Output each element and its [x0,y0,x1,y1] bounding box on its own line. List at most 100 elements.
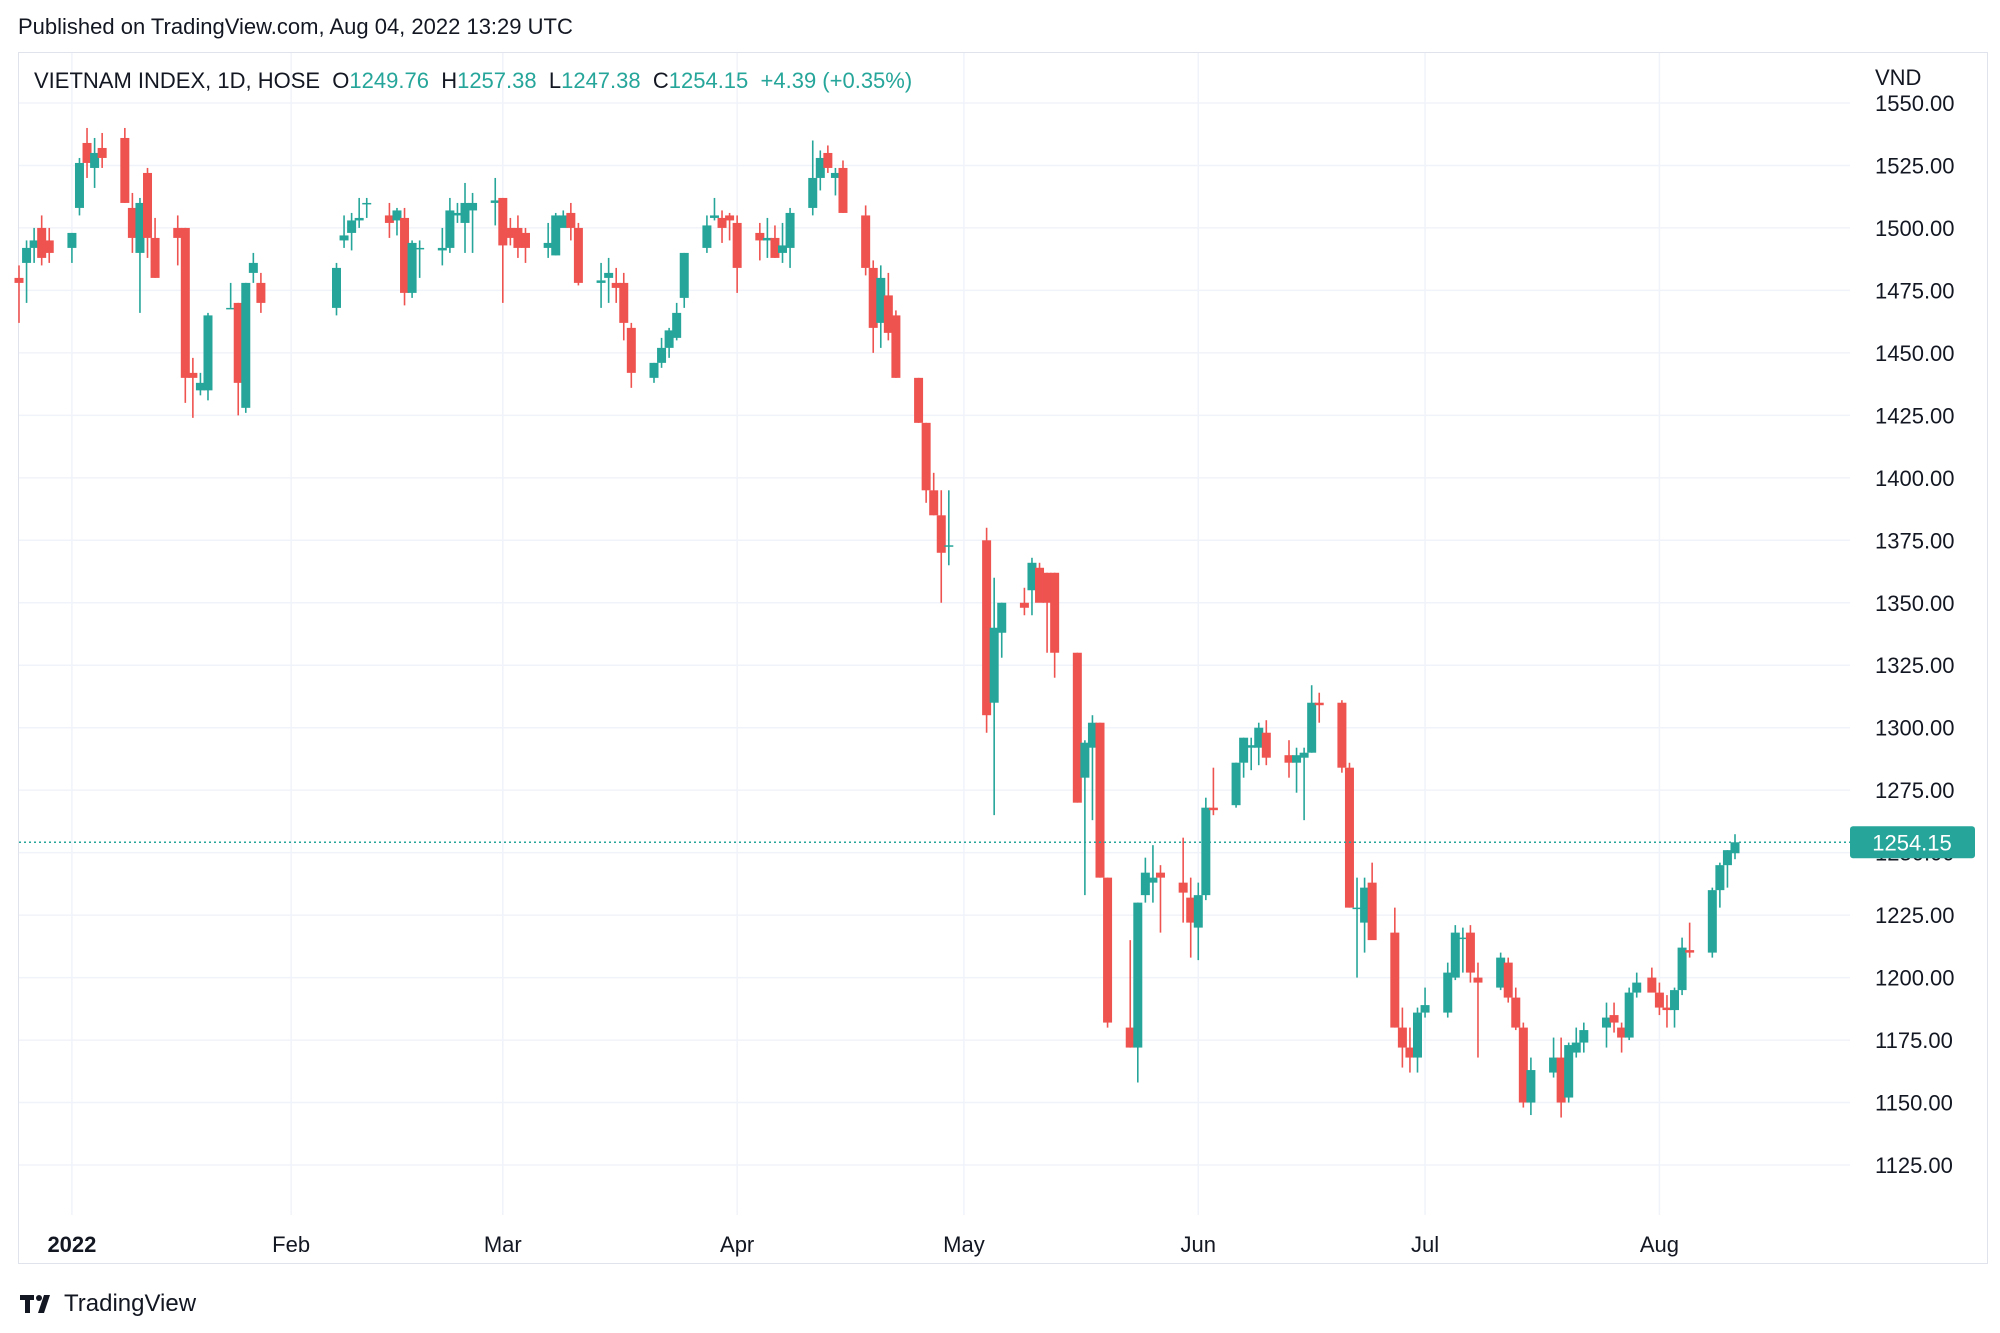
candle[interactable] [82,127,92,178]
candle[interactable] [1496,952,1506,991]
candle[interactable] [1360,877,1370,953]
candle[interactable] [883,272,893,341]
candle[interactable] [74,157,84,216]
candle[interactable] [982,527,992,733]
candle[interactable] [1050,572,1060,678]
candle[interactable] [384,202,394,238]
candle[interactable] [929,472,939,516]
candle[interactable] [551,212,561,256]
candle[interactable] [1292,747,1302,793]
candle[interactable] [1609,1002,1619,1033]
candle[interactable] [778,222,788,263]
candle[interactable] [1473,962,1483,1058]
candle[interactable] [203,312,213,401]
candle[interactable] [498,197,508,303]
candle[interactable] [362,197,372,218]
candle[interactable] [868,260,878,353]
candle[interactable] [762,217,772,258]
candle[interactable] [226,282,236,310]
candle[interactable] [808,140,818,216]
candle[interactable] [460,182,470,253]
candle[interactable] [1556,1037,1566,1118]
candle[interactable] [876,265,886,348]
candle[interactable] [573,222,583,286]
candle[interactable] [1035,562,1045,603]
candle[interactable] [1677,937,1687,996]
candle[interactable] [437,227,447,266]
candle[interactable] [823,145,833,173]
candle[interactable] [14,265,24,323]
candle[interactable] [1722,850,1732,888]
candle[interactable] [604,257,614,303]
candle[interactable] [770,225,780,258]
candle[interactable] [1685,922,1695,958]
candle[interactable] [626,322,636,388]
candle[interactable] [37,215,47,266]
candle[interactable] [29,227,39,263]
candle[interactable] [664,327,674,358]
candle[interactable] [1707,887,1717,958]
candle[interactable] [407,240,417,298]
candle[interactable] [173,215,183,266]
candle[interactable] [944,490,954,566]
candle[interactable] [1208,767,1218,816]
candle[interactable] [150,217,160,278]
candle[interactable] [1715,862,1725,908]
candle[interactable] [989,577,999,816]
candle[interactable] [1624,987,1634,1041]
candle[interactable] [815,150,825,191]
candle[interactable] [1239,737,1249,778]
candle[interactable] [120,127,130,203]
candle[interactable] [241,282,251,413]
candle[interactable] [354,197,364,228]
candle[interactable] [415,240,425,278]
candle[interactable] [1647,967,1657,993]
candle[interactable] [1511,987,1521,1031]
candle[interactable] [679,252,689,308]
candle[interactable] [1125,940,1135,1048]
candle[interactable] [1549,1037,1559,1078]
candle[interactable] [452,202,462,223]
candle[interactable] [558,210,568,228]
candle[interactable] [22,240,32,303]
candle[interactable] [1632,972,1642,998]
candle[interactable] [468,192,478,253]
candle[interactable] [1254,722,1264,766]
candle[interactable] [256,272,266,313]
candle[interactable] [44,227,54,263]
candle[interactable] [1503,957,1513,1003]
candle[interactable] [188,357,198,418]
candle[interactable] [1201,797,1211,901]
candle[interactable] [830,167,840,196]
candle[interactable] [180,227,190,403]
candle[interactable] [1246,737,1256,771]
candle[interactable] [1103,877,1113,1028]
candle[interactable] [1072,652,1082,803]
candle[interactable] [520,227,530,263]
candle[interactable] [513,215,523,258]
candle[interactable] [1465,925,1475,983]
candle[interactable] [1571,1027,1581,1058]
candle[interactable] [1344,762,1354,908]
candle[interactable] [543,222,553,258]
candle[interactable] [1564,1042,1574,1103]
candle[interactable] [1670,987,1680,1028]
candle[interactable] [709,197,719,221]
candle[interactable] [1352,877,1362,978]
candle[interactable] [97,132,107,168]
candle[interactable] [914,377,924,423]
candle[interactable] [1027,557,1037,616]
candle[interactable] [1095,722,1105,878]
candle[interactable] [445,197,455,253]
candle[interactable] [1579,1022,1589,1053]
candle[interactable] [347,212,357,251]
candle[interactable] [619,272,629,341]
candle[interactable] [891,310,901,378]
candle[interactable] [1307,685,1317,753]
candle[interactable] [1443,962,1453,1018]
candle[interactable] [127,192,137,253]
candle[interactable] [725,212,735,241]
candle[interactable] [717,210,727,243]
candle[interactable] [1080,740,1090,896]
candle[interactable] [1019,587,1029,616]
